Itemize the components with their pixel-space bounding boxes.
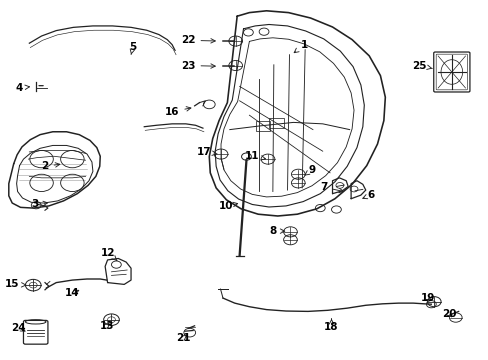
Text: 6: 6: [362, 190, 373, 200]
Text: 25: 25: [411, 60, 431, 71]
Text: 10: 10: [218, 201, 237, 211]
Text: 1: 1: [294, 40, 307, 53]
Text: 4: 4: [16, 83, 29, 93]
Text: 11: 11: [244, 150, 265, 161]
Text: 13: 13: [99, 321, 114, 331]
Text: 16: 16: [164, 107, 190, 117]
Text: 7: 7: [319, 182, 343, 193]
Text: 9: 9: [305, 165, 315, 175]
Text: 2: 2: [41, 161, 60, 171]
Text: 12: 12: [101, 248, 117, 261]
Text: 23: 23: [181, 60, 215, 71]
Text: 18: 18: [324, 319, 338, 332]
Text: 17: 17: [197, 147, 217, 157]
Text: 20: 20: [441, 309, 455, 319]
Text: 3: 3: [32, 199, 47, 210]
Text: 21: 21: [176, 333, 190, 343]
Text: 19: 19: [420, 293, 434, 303]
Text: 14: 14: [65, 288, 80, 298]
Text: 8: 8: [269, 226, 284, 236]
Text: 24: 24: [11, 323, 26, 333]
Text: 5: 5: [129, 42, 136, 55]
Text: 15: 15: [5, 279, 26, 289]
Text: 22: 22: [181, 35, 215, 45]
